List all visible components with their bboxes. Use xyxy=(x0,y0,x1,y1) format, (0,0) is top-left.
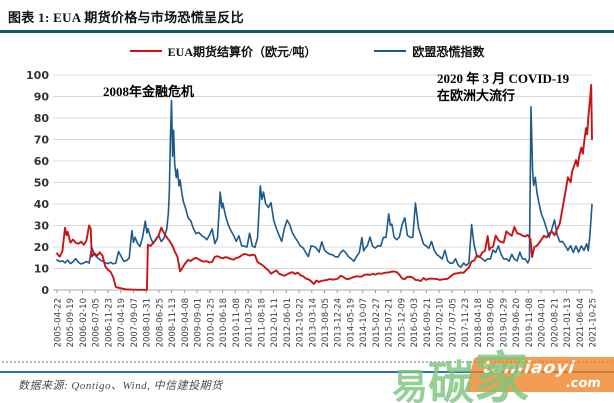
data-source-note: 数据来源: Qontigo、Wind, 中信建投期货 xyxy=(18,380,223,392)
svg-text:2021-10-25: 2021-10-25 xyxy=(589,298,599,347)
price-fear-line-chart: 0 10 20 30 40 50 60 70 80 90 100 2005-04-22 2005-09-… xyxy=(0,64,614,360)
svg-text:2014-05-19: 2014-05-19 xyxy=(347,298,357,347)
svg-text:2008-11-13: 2008-11-13 xyxy=(168,298,178,347)
svg-text:2015-02-27: 2015-02-27 xyxy=(372,298,382,347)
svg-text:2017-11-23: 2017-11-23 xyxy=(461,298,471,347)
svg-text:2012-10-22: 2012-10-22 xyxy=(296,298,306,347)
svg-text:10: 10 xyxy=(34,263,50,276)
svg-text:2005-09-19: 2005-09-19 xyxy=(66,298,76,347)
svg-text:20: 20 xyxy=(34,241,50,254)
svg-text:2019-06-20: 2019-06-20 xyxy=(512,298,522,347)
legend-item-eua-price: EUA期货结算价（欧元/吨） xyxy=(129,43,317,60)
chart-canvas: 0 10 20 30 40 50 60 70 80 90 100 2005-04-22 2005-09-… xyxy=(26,69,599,347)
svg-text:2013-08-05: 2013-08-05 xyxy=(321,298,331,347)
svg-text:2015-12-09: 2015-12-09 xyxy=(397,298,407,347)
legend-item-fear-index: 欧盟恐慌指数 xyxy=(374,43,484,60)
legend-label-eua-price: EUA期货结算价（欧元/吨） xyxy=(167,44,317,59)
legend-label-fear-index: 欧盟恐慌指数 xyxy=(412,44,485,59)
svg-text:2018-09-06: 2018-09-06 xyxy=(487,298,497,347)
svg-text:2016-09-21: 2016-09-21 xyxy=(423,298,433,347)
svg-text:0: 0 xyxy=(41,284,49,297)
annotation-covid-line1: 2020 年 3 月 COVID-19 xyxy=(437,71,570,86)
svg-text:2009-09-01: 2009-09-01 xyxy=(194,298,204,347)
svg-text:2008-06-25: 2008-06-25 xyxy=(155,298,165,347)
svg-text:2021-06-04: 2021-06-04 xyxy=(576,298,586,347)
svg-text:2016-05-03: 2016-05-03 xyxy=(410,298,420,347)
svg-text:2018-04-18: 2018-04-18 xyxy=(474,298,484,347)
svg-text:40: 40 xyxy=(34,198,50,211)
svg-text:2021-01-13: 2021-01-13 xyxy=(563,298,573,347)
svg-text:2006-07-05: 2006-07-05 xyxy=(92,298,102,347)
svg-text:2007-04-19: 2007-04-19 xyxy=(117,298,127,347)
svg-text:2020-04-01: 2020-04-01 xyxy=(538,298,548,347)
svg-text:2019-11-08: 2019-11-08 xyxy=(525,298,535,347)
svg-text:2015-07-21: 2015-07-21 xyxy=(385,298,395,347)
svg-text:2017-02-10: 2017-02-10 xyxy=(436,298,446,347)
svg-text:2011-08-18: 2011-08-18 xyxy=(257,298,267,347)
svg-text:50: 50 xyxy=(34,177,50,190)
svg-text:2006-11-23: 2006-11-23 xyxy=(105,298,115,347)
svg-text:2014-10-07: 2014-10-07 xyxy=(359,298,369,347)
svg-text:2013-12-24: 2013-12-24 xyxy=(334,298,344,347)
annotation-2008-crisis: 2008年金融危机 xyxy=(103,84,195,99)
svg-text:30: 30 xyxy=(34,220,50,233)
svg-text:80: 80 xyxy=(34,112,50,125)
svg-text:60: 60 xyxy=(34,155,50,168)
svg-text:2005-04-22: 2005-04-22 xyxy=(54,298,64,347)
svg-text:2019-01-29: 2019-01-29 xyxy=(499,298,509,347)
footer-divider xyxy=(0,371,614,373)
blue-line-swatch xyxy=(374,49,407,53)
svg-text:2008-01-31: 2008-01-31 xyxy=(143,298,153,347)
chart-legend: EUA期货结算价（欧元/吨） 欧盟恐慌指数 xyxy=(0,40,614,62)
annotation-covid: 2020 年 3 月 COVID-19 在欧洲大流行 xyxy=(437,70,612,104)
svg-text:100: 100 xyxy=(26,69,49,82)
svg-text:2011-03-29: 2011-03-29 xyxy=(245,298,255,347)
svg-text:2010-11-08: 2010-11-08 xyxy=(232,298,242,347)
svg-text:2009-04-08: 2009-04-08 xyxy=(181,298,191,347)
dotted-divider xyxy=(2,361,612,363)
svg-text:90: 90 xyxy=(34,91,50,104)
annotation-covid-line2: 在欧洲大流行 xyxy=(437,88,516,103)
svg-text:70: 70 xyxy=(34,134,50,147)
svg-text:2006-02-10: 2006-02-10 xyxy=(79,298,89,347)
svg-text:2010-06-18: 2010-06-18 xyxy=(219,298,229,347)
svg-text:2007-09-07: 2007-09-07 xyxy=(130,298,140,347)
svg-text:2010-01-25: 2010-01-25 xyxy=(206,298,216,347)
svg-text:2020-08-21: 2020-08-21 xyxy=(550,298,560,347)
red-line-swatch xyxy=(129,49,162,53)
title-divider xyxy=(0,30,614,33)
svg-text:2012-01-11: 2012-01-11 xyxy=(270,298,280,347)
figure-title: 图表 1: EUA 期货价格与市场恐慌呈反比 xyxy=(8,10,244,25)
svg-text:2012-06-01: 2012-06-01 xyxy=(283,298,293,347)
svg-text:2017-07-05: 2017-07-05 xyxy=(448,298,458,347)
svg-text:2013-03-14: 2013-03-14 xyxy=(308,298,318,347)
watermark-badge-domain: .com xyxy=(564,376,602,391)
